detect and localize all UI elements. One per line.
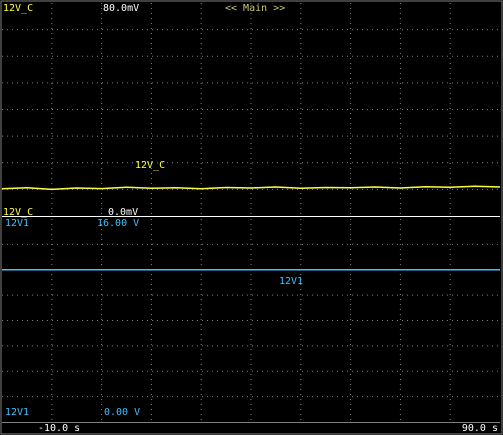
channel-label: 12V1 — [5, 407, 29, 418]
trace-label: 12V1 — [279, 276, 303, 287]
y-tick-label: 80.0mV — [103, 3, 139, 14]
title: << Main >> — [225, 3, 285, 14]
x-tick-label: 90.0 s — [462, 423, 498, 434]
y-tick-label: 16.00 V — [97, 218, 139, 229]
trace-label: 12V_C — [135, 160, 165, 171]
y-tick-label: 0.00 V — [104, 407, 140, 418]
channel-label: 12V1 — [5, 218, 29, 229]
x-tick-label: -10.0 s — [38, 423, 80, 434]
y-tick-label: 0.0mV — [108, 207, 138, 218]
trace — [1, 185, 501, 191]
channel-label: 12V_C — [3, 207, 33, 218]
channel-label: 12V_C — [3, 3, 33, 14]
